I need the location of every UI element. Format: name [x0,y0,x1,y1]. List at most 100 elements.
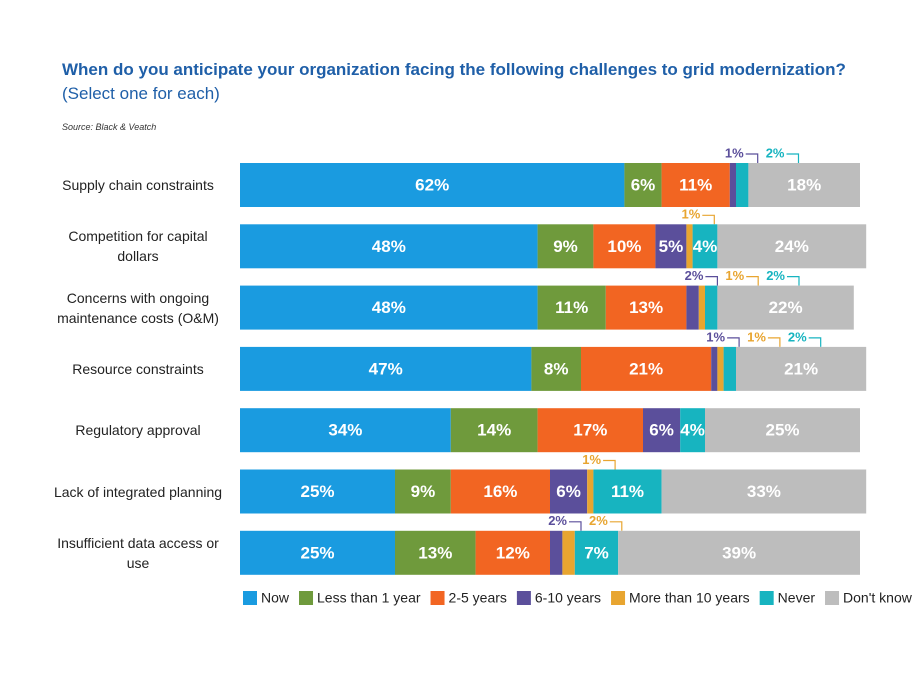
value-label: 1% [582,452,601,467]
label-connector [786,276,800,286]
bar-segment [240,163,625,207]
legend-swatch [243,591,257,605]
bar-segment [581,346,712,391]
bar-segment [240,530,395,575]
bar-segment [723,346,736,391]
legend-label: Less than 1 year [317,590,421,606]
bar-segment [643,408,681,453]
bar-segment [240,224,538,269]
value-label: 2% [685,268,704,283]
value-label: 17% [573,421,607,440]
legend-swatch [430,591,445,605]
legend-label: Never [778,590,816,606]
value-label: 2% [766,145,785,160]
value-label: 9% [411,482,436,501]
bar-segment [661,163,730,207]
value-label: 13% [629,298,663,317]
bar-segment [395,469,451,514]
value-label: 25% [300,482,334,501]
label-connector [745,153,759,163]
label-connector [746,276,759,286]
bar-segment [587,469,594,514]
value-label: 1% [706,329,725,344]
bar-segment [240,469,395,514]
value-label: 14% [477,421,511,440]
bar-segment [692,224,718,269]
label-connector [603,459,616,470]
legend-swatch [516,591,531,605]
value-label: 24% [775,237,809,256]
value-label: 2% [589,513,608,528]
value-label: 2% [548,513,567,528]
legend-swatch [759,591,774,605]
label-connector [727,337,740,347]
label-connector [767,337,781,347]
value-label: 39% [722,543,756,562]
value-label: 16% [483,482,517,501]
label-connector [609,521,623,531]
value-label: 2% [788,329,807,344]
bar-segment [240,285,538,330]
bar-segment [531,346,581,391]
bar-segment [686,285,699,330]
value-label: 21% [629,359,663,378]
bar-segment [618,530,860,575]
value-label: 4% [693,237,718,256]
bar-segment [705,285,718,330]
value-label: 48% [372,237,406,256]
value-label: 62% [415,175,449,194]
value-label: 1% [725,268,744,283]
bar-segment [537,224,594,269]
category-label: Resource constraints [72,360,204,377]
bar-segment [661,469,867,514]
bar-segment [736,346,867,391]
chart-title: When do you anticipate your organization… [62,60,846,79]
label-connector [705,276,718,286]
legend-swatch [825,591,840,605]
value-label: 48% [372,298,406,317]
value-label: 11% [611,482,644,501]
value-label: 10% [607,237,641,256]
bar-segment [240,346,532,391]
value-label: 12% [496,543,530,562]
value-label: 11% [555,298,588,317]
bar-segment [698,285,705,330]
bar-segment [593,224,656,269]
label-connector [786,153,800,163]
legend-label: 2-5 years [449,590,507,606]
value-label: 21% [784,359,818,378]
bar-segment [705,408,860,453]
bar-segment [395,530,476,575]
bar-segment [537,408,643,453]
value-label: 47% [369,359,403,378]
bar-segment [655,224,687,269]
bar-segment [680,408,705,453]
bar-segment [717,346,724,391]
value-label: 33% [747,482,781,501]
label-connector [702,214,715,225]
legend-swatch [611,591,626,605]
bar-segment [736,163,749,207]
chart-subtitle: (Select one for each) [62,84,220,103]
bar-segment [574,530,619,575]
category-label: Competition for capital dollars [68,228,208,265]
value-label: 8% [544,359,569,378]
bar-segment [748,163,860,207]
bar-segment [475,530,550,575]
category-label: Concerns with ongoing maintenance costs … [57,289,219,326]
value-label: 2% [766,268,785,283]
bar-segment [240,408,451,453]
bar-segment [686,224,693,269]
legend-label: Don't know [843,590,913,606]
source-note: Source: Black & Veatch [62,122,157,132]
label-connector [568,521,582,531]
value-label: 6% [631,175,656,194]
value-label: 25% [765,421,799,440]
value-label: 4% [680,421,705,440]
category-label: Regulatory approval [75,422,201,439]
value-label: 25% [300,543,334,562]
bar-segment [711,346,718,391]
bar-segment [717,285,854,330]
bar-segment [537,285,606,330]
